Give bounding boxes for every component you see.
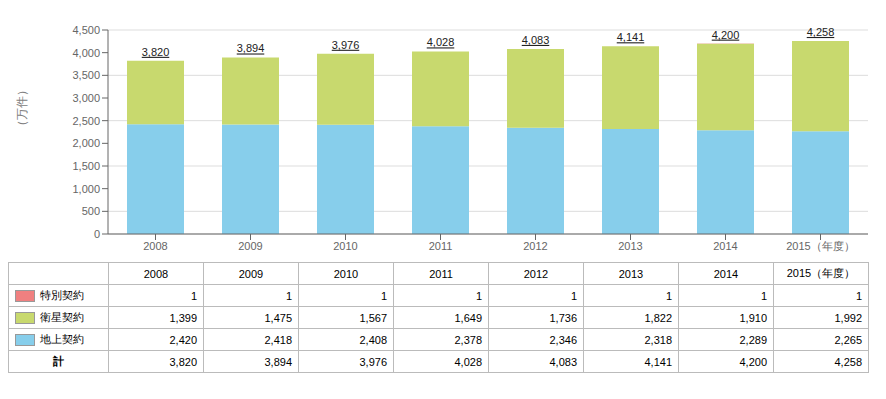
svg-text:500: 500: [82, 205, 100, 217]
html-text:2012: 2012: [523, 267, 549, 280]
html-text:1,567: 1,567: [359, 311, 387, 324]
html-text:2014: 2014: [713, 267, 739, 280]
html-text:3,894: 3,894: [264, 355, 292, 368]
html-text:2009: 2009: [238, 267, 264, 280]
html-text:4,258: 4,258: [834, 355, 862, 368]
svg-text:2012: 2012: [523, 240, 547, 252]
svg-text:4,258: 4,258: [807, 26, 835, 38]
html-text:2,418: 2,418: [264, 333, 292, 346]
html-text:4,141: 4,141: [644, 355, 672, 368]
html-text:2011: 2011: [429, 267, 453, 280]
html-text:1,649: 1,649: [454, 311, 482, 324]
html-text:1: 1: [855, 289, 862, 302]
svg-text:4,083: 4,083: [522, 34, 550, 46]
html-text:計: 計: [53, 355, 64, 367]
html-text:1: 1: [285, 289, 292, 302]
html-text:1,475: 1,475: [264, 311, 292, 324]
svg-text:1,500: 1,500: [72, 160, 100, 172]
html-text:1: 1: [665, 289, 672, 302]
svg-text:2010: 2010: [333, 240, 357, 252]
html-text:2010: 2010: [333, 267, 359, 280]
svg-text:3,894: 3,894: [237, 42, 265, 54]
html-text:4,028: 4,028: [454, 355, 482, 368]
svg-text:4,200: 4,200: [712, 29, 740, 41]
svg-text:0: 0: [94, 228, 100, 240]
html-text:2,318: 2,318: [644, 333, 672, 346]
svg-text:3,500: 3,500: [72, 69, 100, 81]
html-text:2,408: 2,408: [359, 333, 387, 346]
html-text:1: 1: [475, 289, 482, 302]
html-text:衛星契約: 衛星契約: [40, 311, 84, 323]
svg-text:2011: 2011: [429, 240, 453, 252]
svg-text:1,000: 1,000: [72, 183, 100, 195]
html-text:2,265: 2,265: [834, 333, 862, 346]
html-text:地上契約: 地上契約: [40, 333, 84, 345]
svg-text:2009: 2009: [238, 240, 262, 252]
html-text:3,976: 3,976: [359, 355, 387, 368]
html-text:1,736: 1,736: [549, 311, 577, 324]
svg-text:2,500: 2,500: [72, 115, 100, 127]
svg-text:3,000: 3,000: [72, 92, 100, 104]
html-text:1: 1: [190, 289, 197, 302]
html-text:2,378: 2,378: [454, 333, 482, 346]
html-text:2008: 2008: [143, 267, 169, 280]
svg-text:3,820: 3,820: [142, 46, 170, 58]
html-text:1,992: 1,992: [834, 311, 862, 324]
html-text:2015（年度）: 2015（年度）: [786, 267, 856, 279]
html-text:2,289: 2,289: [739, 333, 767, 346]
svg-text:3,976: 3,976: [332, 39, 360, 51]
svg-text:2008: 2008: [143, 240, 167, 252]
svg-text:2013: 2013: [618, 240, 642, 252]
svg-text:4,028: 4,028: [427, 36, 455, 48]
html-text:1,910: 1,910: [739, 311, 767, 324]
svg-text:2014: 2014: [713, 240, 737, 252]
svg-text:4,141: 4,141: [617, 31, 645, 43]
svg-text:4,500: 4,500: [72, 24, 100, 36]
html-text:1: 1: [570, 289, 577, 302]
svg-text:2,000: 2,000: [72, 137, 100, 149]
html-text:4,200: 4,200: [739, 355, 767, 368]
html-text:4,083: 4,083: [549, 355, 577, 368]
html-text:1: 1: [380, 289, 387, 302]
html-text:2,346: 2,346: [549, 333, 577, 346]
html-text:1,822: 1,822: [644, 311, 672, 324]
svg-text:2015（年度）: 2015（年度）: [786, 240, 854, 252]
svg-text:4,000: 4,000: [72, 47, 100, 59]
html-text:1: 1: [760, 289, 767, 302]
html-text:2013: 2013: [618, 267, 644, 280]
html-text:2,420: 2,420: [169, 333, 197, 346]
html-text:1,399: 1,399: [169, 311, 197, 324]
html-text:3,820: 3,820: [169, 355, 197, 368]
svg-text:（万件）: （万件）: [15, 84, 29, 132]
html-text:特別契約: 特別契約: [40, 289, 84, 301]
